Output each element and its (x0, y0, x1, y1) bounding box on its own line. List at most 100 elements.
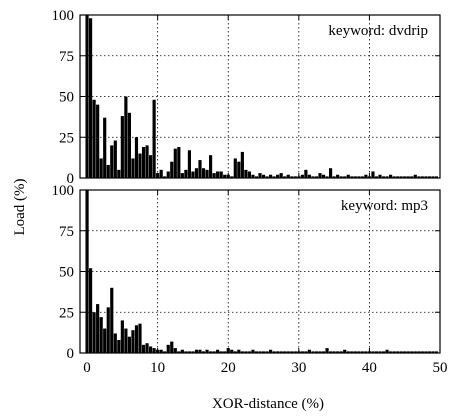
bar (99, 317, 103, 353)
bar (145, 343, 149, 353)
bar (392, 351, 396, 353)
bar (346, 174, 350, 178)
bar (134, 325, 139, 353)
bar (219, 171, 223, 178)
bar (392, 176, 396, 178)
bar (237, 161, 241, 178)
x-tick-label: 20 (221, 360, 236, 376)
bar (180, 349, 184, 353)
bar (230, 176, 234, 178)
bar (230, 349, 234, 353)
y-tick-label: 75 (59, 224, 74, 240)
bar (131, 158, 135, 178)
bar (389, 174, 393, 178)
bar (170, 341, 174, 353)
bar (216, 171, 220, 178)
bar (343, 176, 347, 178)
bar (254, 176, 259, 178)
bar (223, 174, 227, 178)
bar (403, 176, 407, 178)
bar (216, 349, 220, 353)
bar (276, 351, 280, 353)
bar (283, 176, 287, 178)
bar (307, 174, 311, 178)
bar (286, 351, 290, 353)
bar (364, 174, 368, 178)
bar (413, 351, 417, 353)
bar (99, 158, 103, 178)
bar (163, 176, 167, 178)
bar (124, 96, 128, 178)
bar (434, 351, 439, 353)
bar (159, 169, 163, 178)
bar (427, 351, 431, 353)
x-tick-label: 40 (362, 360, 377, 376)
bar (396, 351, 400, 353)
bar (149, 155, 153, 178)
bar (374, 351, 379, 353)
bar (304, 169, 308, 178)
bar (269, 174, 273, 178)
bar (325, 348, 329, 353)
bar (321, 351, 326, 353)
bar (314, 351, 319, 353)
bar (201, 351, 206, 353)
bar (134, 137, 139, 178)
bar (141, 147, 146, 178)
bar (427, 176, 431, 178)
legend-label: keyword: dvdrip (328, 23, 428, 39)
bar (304, 351, 308, 353)
bar (399, 176, 403, 178)
bar (353, 351, 357, 353)
bar (247, 351, 251, 353)
x-tick-label: 10 (150, 360, 165, 376)
bar (378, 174, 382, 178)
bar (336, 174, 340, 178)
bar (205, 169, 209, 178)
bar (244, 169, 248, 178)
bar (396, 176, 400, 178)
bar (410, 176, 414, 178)
bar (219, 351, 223, 353)
bar (131, 330, 135, 353)
bar (127, 112, 131, 178)
bar (233, 351, 237, 353)
bar (417, 176, 421, 178)
bar (343, 349, 347, 353)
bar (191, 351, 195, 353)
bar (293, 176, 297, 178)
bar (191, 171, 195, 178)
legend-label: keyword: mp3 (341, 198, 428, 214)
bar (113, 333, 117, 353)
bar (117, 169, 121, 178)
bar (212, 351, 216, 353)
bar (209, 351, 213, 353)
y-tick-label: 50 (59, 265, 74, 281)
bar (293, 351, 297, 353)
bar (413, 174, 417, 178)
bar (381, 351, 386, 353)
y-tick-label: 100 (52, 8, 75, 24)
x-tick-label: 0 (83, 360, 91, 376)
bar (325, 176, 329, 178)
bar (103, 328, 107, 353)
bar (417, 351, 421, 353)
y-tick-label: 0 (67, 346, 75, 362)
bar (244, 351, 248, 353)
bar (353, 176, 357, 178)
bar (205, 349, 209, 353)
bar (223, 351, 227, 353)
bar (272, 351, 276, 353)
bar (385, 349, 389, 353)
panel-1: 0 25 50 75 100 keyword: dvdrip (52, 8, 441, 187)
bar (110, 145, 114, 178)
bar (434, 176, 439, 178)
bar (406, 176, 410, 178)
bar (311, 351, 315, 353)
bar (89, 268, 93, 353)
bar (389, 351, 393, 353)
bar (145, 145, 149, 178)
bar (431, 176, 435, 178)
bar (96, 104, 100, 178)
